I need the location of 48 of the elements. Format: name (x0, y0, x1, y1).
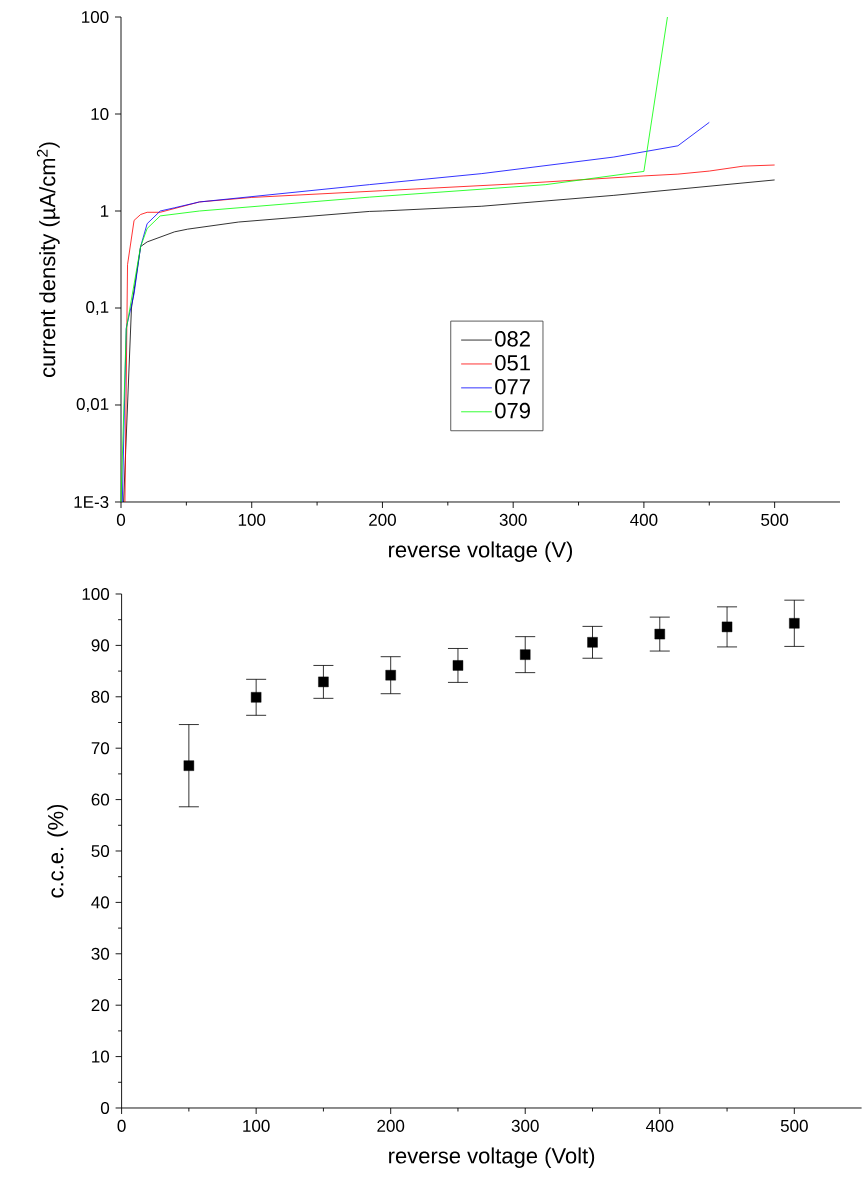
y-tick-label: 20 (91, 999, 110, 1012)
point (654, 628, 665, 640)
line-series (121, 121, 710, 503)
point (250, 692, 262, 703)
point (520, 649, 531, 660)
y-tick-label: 0,1 (86, 300, 109, 316)
y-axis-title: c.c.e. (%) (47, 804, 68, 898)
y-tick-label: 80 (91, 690, 110, 703)
y-tick-label: 70 (91, 742, 110, 755)
legend-label: 082 (495, 331, 530, 347)
legend-label: 079 (495, 402, 530, 419)
y-tick-label: 1 (100, 205, 109, 217)
y-tick-label: 50 (91, 844, 110, 858)
x-axis-title: reverse voltage (V) (389, 541, 573, 562)
legend-label: 077 (495, 378, 530, 395)
x-tick-label: 300 (511, 1119, 539, 1132)
y-tick-label: 100 (82, 10, 109, 24)
x-tick-label: 200 (369, 513, 396, 526)
point (587, 637, 598, 648)
point (318, 676, 329, 688)
x-tick-label: 400 (645, 1119, 674, 1132)
y-tick-label: 1E-3 (74, 495, 109, 509)
y-tick-label: 90 (91, 639, 110, 652)
x-tick-label: 0 (116, 513, 126, 526)
y-tick-label: 60 (91, 793, 110, 806)
legend-label: 051 (495, 355, 530, 371)
y-tick-label: 30 (91, 947, 110, 960)
point (721, 621, 733, 633)
y-axis-title: current density (µA/cm$^{2}$) (36, 142, 60, 378)
y-tick-label: 100 (82, 587, 110, 601)
point (789, 618, 800, 629)
point (385, 670, 396, 681)
x-tick-label: 100 (243, 1119, 270, 1132)
x-tick-label: 200 (377, 1119, 405, 1132)
y-tick-label: 40 (91, 896, 110, 909)
x-tick-label: 100 (238, 513, 266, 526)
x-tick-label: 500 (761, 513, 789, 526)
x-tick-label: 0 (117, 1119, 126, 1132)
y-tick-label: 0,01 (76, 397, 109, 413)
x-tick-label: 400 (630, 513, 658, 526)
point (183, 760, 195, 771)
y-tick-label: 10 (92, 1050, 110, 1063)
y-tick-label: 0 (100, 1101, 110, 1115)
x-tick-label: 300 (499, 513, 527, 526)
y-tick-label: 10 (91, 107, 109, 121)
x-tick-label: 500 (780, 1119, 808, 1132)
point (452, 660, 464, 671)
x-axis-title: reverse voltage (Volt) (389, 1147, 595, 1168)
